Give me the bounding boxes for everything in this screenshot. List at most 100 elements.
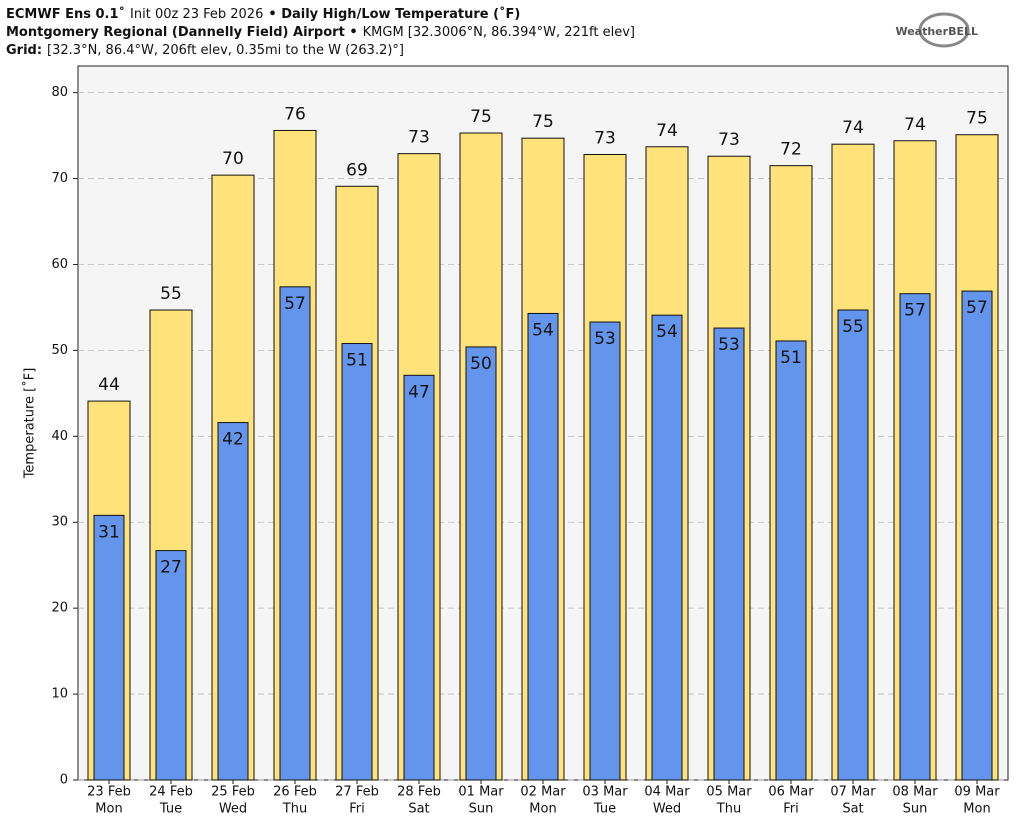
y-tick-label: 70	[51, 171, 68, 186]
value-label: 54	[656, 322, 678, 342]
value-label: 57	[904, 301, 926, 321]
value-label: 76	[284, 104, 306, 124]
x-tick-label: 06 Mar	[768, 785, 814, 800]
x-tick-label: 26 Feb	[273, 785, 317, 800]
x-tick-weekday: Sun	[469, 802, 494, 817]
y-axis-label: Temperature [˚F]	[22, 368, 38, 480]
x-tick-label: 07 Mar	[830, 785, 876, 800]
x-tick-label: 01 Mar	[458, 785, 504, 800]
x-tick-weekday: Mon	[529, 802, 556, 817]
title-segment: ECMWF Ens 0.1˚	[6, 6, 125, 22]
value-label: 75	[532, 112, 554, 132]
value-label: 70	[222, 149, 244, 169]
low-bar	[961, 290, 993, 781]
value-label: 74	[842, 118, 864, 138]
y-tick-label: 40	[51, 429, 68, 444]
x-tick-label: 05 Mar	[706, 785, 752, 800]
value-label: 54	[532, 320, 554, 340]
x-tick-weekday: Wed	[219, 802, 247, 817]
x-tick-label: 04 Mar	[644, 785, 690, 800]
logo: WeatherBELL	[895, 12, 978, 48]
x-tick-label: 25 Feb	[211, 785, 255, 800]
low-bar	[899, 293, 931, 781]
y-tick-label: 60	[51, 257, 68, 272]
value-label: 69	[346, 160, 368, 180]
title-segment: KMGM [32.3006°N, 86.394°W, 221ft elev]	[363, 25, 635, 40]
low-bar	[651, 314, 683, 781]
low-bar	[775, 340, 807, 781]
value-label: 74	[656, 121, 678, 141]
value-label: 75	[470, 107, 492, 127]
low-bar	[527, 312, 559, 781]
value-label: 42	[222, 430, 244, 450]
x-tick-label: 08 Mar	[892, 785, 938, 800]
value-label: 27	[160, 558, 182, 578]
low-bar	[93, 514, 125, 781]
value-label: 55	[160, 284, 182, 304]
y-tick-label: 30	[51, 515, 68, 530]
x-tick-label: 09 Mar	[954, 785, 1000, 800]
x-tick-label: 28 Feb	[397, 785, 441, 800]
y-tick-label: 50	[51, 343, 68, 358]
x-tick-label: 23 Feb	[87, 785, 131, 800]
value-label: 57	[284, 294, 306, 314]
title-segment: • Daily High/Low Temperature (˚F)	[268, 6, 520, 22]
title-segment: Grid:	[6, 43, 42, 58]
x-tick-weekday: Fri	[349, 802, 365, 817]
x-tick-weekday: Thu	[716, 802, 741, 817]
x-tick-label: 03 Mar	[582, 785, 628, 800]
value-label: 53	[594, 329, 616, 349]
x-tick-weekday: Sat	[842, 802, 863, 817]
low-bar	[341, 343, 373, 781]
x-tick-weekday: Sat	[408, 802, 429, 817]
value-label: 74	[904, 115, 926, 135]
low-bar	[155, 550, 187, 781]
value-label: 57	[966, 298, 988, 318]
title-line: Montgomery Regional (Dannelly Field) Air…	[6, 25, 635, 40]
value-label: 50	[470, 354, 492, 374]
value-label: 73	[718, 130, 740, 150]
x-tick-weekday: Mon	[95, 802, 122, 817]
value-label: 73	[594, 128, 616, 148]
x-tick-label: 27 Feb	[335, 785, 379, 800]
value-label: 75	[966, 109, 988, 129]
x-tick-weekday: Wed	[653, 802, 681, 817]
x-tick-label: 02 Mar	[520, 785, 566, 800]
low-bar	[589, 321, 621, 781]
x-tick-weekday: Tue	[593, 802, 616, 817]
low-bar	[465, 346, 497, 781]
x-tick-label: 24 Feb	[149, 785, 193, 800]
x-tick-weekday: Mon	[963, 802, 990, 817]
title-segment: [32.3°N, 86.4°W, 206ft elev, 0.35mi to t…	[47, 43, 404, 58]
y-tick-label: 80	[51, 85, 68, 100]
title-line: Grid: [32.3°N, 86.4°W, 206ft elev, 0.35mi…	[6, 43, 404, 58]
title-segment: Init 00z 23 Feb 2026	[130, 7, 263, 22]
x-tick-weekday: Tue	[159, 802, 182, 817]
y-tick-label: 0	[60, 773, 68, 788]
x-tick-weekday: Fri	[783, 802, 799, 817]
value-label: 53	[718, 335, 740, 355]
x-tick-weekday: Thu	[282, 802, 307, 817]
value-label: 51	[780, 348, 802, 368]
low-bar	[837, 309, 869, 781]
value-label: 47	[408, 382, 430, 402]
value-label: 44	[98, 375, 120, 395]
low-bar	[713, 327, 745, 781]
low-bar	[217, 422, 249, 781]
title-segment: Montgomery Regional (Dannelly Field) Air…	[6, 25, 358, 40]
logo-swirl	[918, 12, 970, 48]
low-bar	[403, 374, 435, 781]
x-tick-weekday: Sun	[903, 802, 928, 817]
y-tick-label: 10	[51, 687, 68, 702]
y-tick-label: 20	[51, 601, 68, 616]
value-label: 51	[346, 351, 368, 371]
title-line: ECMWF Ens 0.1˚ Init 00z 23 Feb 2026 • Dail…	[6, 6, 520, 22]
value-label: 55	[842, 317, 864, 337]
value-label: 72	[780, 140, 802, 160]
value-label: 31	[98, 522, 120, 542]
logo-text: WeatherBELL	[895, 25, 978, 38]
low-bar	[279, 286, 311, 781]
value-label: 73	[408, 128, 430, 148]
